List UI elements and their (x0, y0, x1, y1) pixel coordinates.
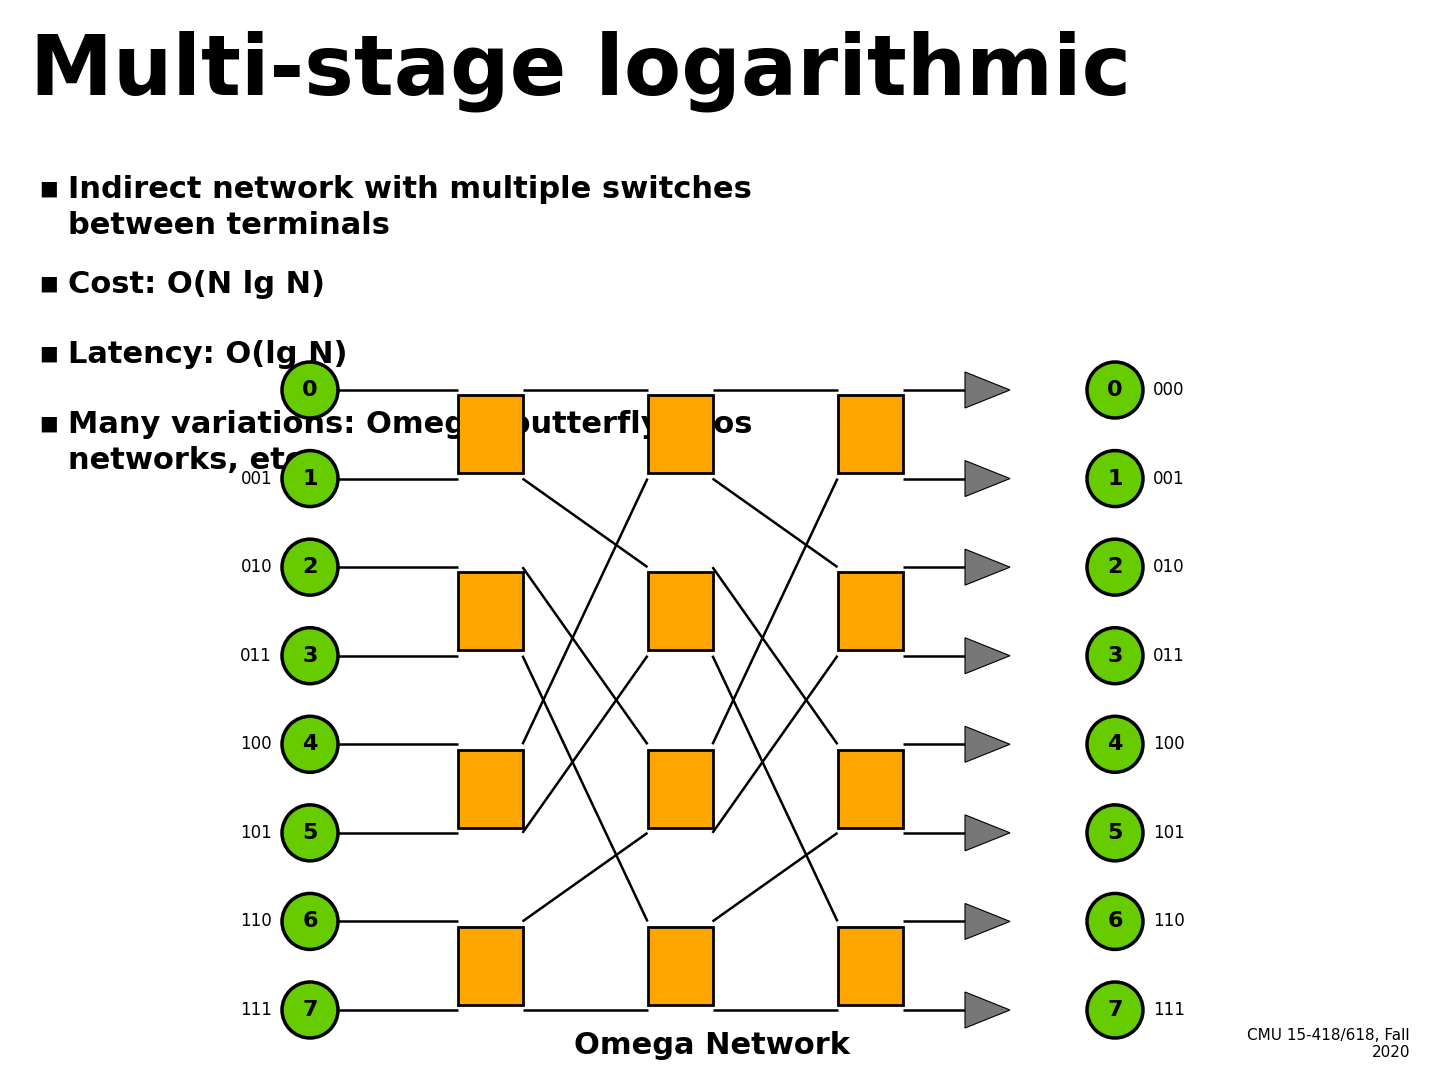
FancyBboxPatch shape (838, 395, 903, 473)
Polygon shape (965, 904, 1009, 940)
Text: 4: 4 (302, 734, 318, 754)
FancyBboxPatch shape (458, 927, 523, 1004)
Text: 0: 0 (1107, 380, 1123, 400)
Text: 5: 5 (1107, 823, 1123, 842)
Text: 6: 6 (302, 912, 318, 931)
Text: 7: 7 (302, 1000, 318, 1020)
Text: 101: 101 (240, 824, 272, 841)
Text: 2: 2 (1107, 557, 1123, 577)
Text: 4: 4 (1107, 734, 1123, 754)
FancyBboxPatch shape (458, 572, 523, 650)
Circle shape (282, 362, 338, 418)
Text: 0: 0 (302, 380, 318, 400)
FancyBboxPatch shape (648, 572, 713, 650)
FancyBboxPatch shape (838, 750, 903, 827)
Text: ▪: ▪ (37, 175, 59, 204)
Text: networks, etc.: networks, etc. (68, 446, 314, 475)
Text: ▪: ▪ (37, 410, 59, 438)
Text: 3: 3 (302, 646, 318, 665)
Text: 100: 100 (1153, 735, 1185, 753)
FancyBboxPatch shape (648, 927, 713, 1004)
Text: 3: 3 (1107, 646, 1123, 665)
Text: 100: 100 (240, 735, 272, 753)
FancyBboxPatch shape (458, 750, 523, 827)
FancyBboxPatch shape (458, 395, 523, 473)
Circle shape (282, 450, 338, 507)
Text: ▪: ▪ (37, 270, 59, 299)
Circle shape (1087, 450, 1143, 507)
Polygon shape (965, 993, 1009, 1028)
Text: 111: 111 (1153, 1001, 1185, 1020)
Text: Cost: O(N lg N): Cost: O(N lg N) (68, 270, 325, 299)
Circle shape (282, 805, 338, 861)
Circle shape (1087, 716, 1143, 772)
FancyBboxPatch shape (648, 750, 713, 827)
Text: between terminals: between terminals (68, 211, 390, 240)
Text: 2: 2 (302, 557, 318, 577)
Text: Many variations: Omega, butterfly, Clos: Many variations: Omega, butterfly, Clos (68, 410, 753, 438)
Text: 6: 6 (1107, 912, 1123, 931)
Circle shape (1087, 362, 1143, 418)
Text: CMU 15-418/618, Fall
2020: CMU 15-418/618, Fall 2020 (1247, 1027, 1410, 1059)
Circle shape (1087, 805, 1143, 861)
Text: 101: 101 (1153, 824, 1185, 841)
FancyBboxPatch shape (838, 927, 903, 1004)
Text: 110: 110 (240, 913, 272, 931)
Polygon shape (965, 637, 1009, 674)
FancyBboxPatch shape (648, 395, 713, 473)
Text: 111: 111 (240, 1001, 272, 1020)
Circle shape (282, 982, 338, 1038)
Polygon shape (965, 372, 1009, 408)
Text: Multi-stage logarithmic: Multi-stage logarithmic (30, 30, 1132, 111)
Circle shape (282, 716, 338, 772)
Circle shape (1087, 539, 1143, 595)
Polygon shape (965, 460, 1009, 497)
Text: ▪: ▪ (37, 340, 59, 369)
Polygon shape (965, 814, 1009, 851)
FancyBboxPatch shape (838, 572, 903, 650)
Text: 1: 1 (302, 469, 318, 488)
Text: 001: 001 (1153, 470, 1185, 487)
Text: Indirect network with multiple switches: Indirect network with multiple switches (68, 175, 752, 204)
Circle shape (282, 893, 338, 949)
Text: 7: 7 (1107, 1000, 1123, 1020)
Polygon shape (965, 726, 1009, 762)
Circle shape (282, 539, 338, 595)
Circle shape (1087, 893, 1143, 949)
Text: 001: 001 (240, 470, 272, 487)
Text: 011: 011 (240, 647, 272, 664)
Text: 110: 110 (1153, 913, 1185, 931)
Text: 5: 5 (302, 823, 318, 842)
Text: 000: 000 (1153, 381, 1185, 399)
Circle shape (1087, 627, 1143, 684)
Circle shape (282, 627, 338, 684)
Polygon shape (965, 549, 1009, 585)
Text: 010: 010 (1153, 558, 1185, 576)
Text: Latency: O(lg N): Latency: O(lg N) (68, 340, 347, 369)
Text: Omega Network: Omega Network (575, 1031, 851, 1059)
Text: 010: 010 (240, 558, 272, 576)
Text: 011: 011 (1153, 647, 1185, 664)
Text: 1: 1 (1107, 469, 1123, 488)
Circle shape (1087, 982, 1143, 1038)
